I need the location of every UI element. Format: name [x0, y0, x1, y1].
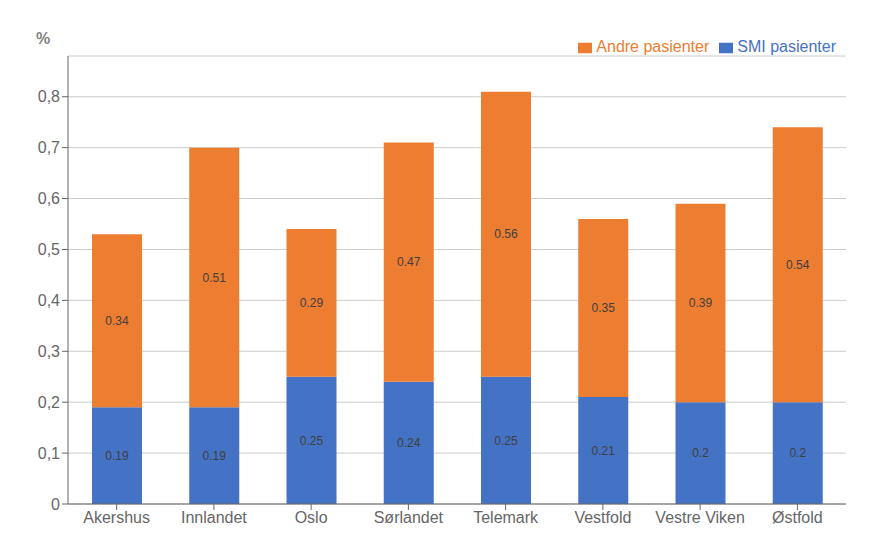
svg-text:%: % [36, 30, 50, 47]
svg-text:0,1: 0,1 [38, 445, 60, 462]
svg-text:0.19: 0.19 [203, 449, 227, 463]
svg-text:0.25: 0.25 [300, 434, 324, 448]
svg-text:Telemark: Telemark [473, 509, 539, 526]
svg-text:0,7: 0,7 [38, 139, 60, 156]
svg-text:0.56: 0.56 [494, 227, 518, 241]
html-text:Andre pasienter: Andre pasienter [596, 38, 710, 55]
svg-text:0,2: 0,2 [38, 394, 60, 411]
svg-text:0.29: 0.29 [300, 296, 324, 310]
svg-text:0.54: 0.54 [786, 258, 810, 272]
svg-text:Vestre Viken: Vestre Viken [655, 509, 745, 526]
svg-text:0.21: 0.21 [592, 444, 616, 458]
svg-text:0.24: 0.24 [397, 436, 421, 450]
svg-text:0.39: 0.39 [689, 296, 713, 310]
svg-text:Vestfold: Vestfold [574, 509, 631, 526]
svg-text:0.2: 0.2 [789, 446, 806, 460]
html-text:SMI pasienter: SMI pasienter [737, 38, 836, 55]
svg-text:0.35: 0.35 [592, 301, 616, 315]
svg-text:Akershus: Akershus [83, 509, 150, 526]
svg-text:0.2: 0.2 [692, 446, 709, 460]
svg-text:0: 0 [51, 496, 60, 513]
svg-text:0,6: 0,6 [38, 190, 60, 207]
svg-text:0.51: 0.51 [203, 271, 227, 285]
svg-text:0.19: 0.19 [105, 449, 129, 463]
svg-text:Oslo: Oslo [295, 509, 328, 526]
svg-text:0.34: 0.34 [105, 314, 129, 328]
svg-text:0,8: 0,8 [38, 88, 60, 105]
svg-text:0,3: 0,3 [38, 343, 60, 360]
svg-text:0,4: 0,4 [38, 292, 60, 309]
svg-text:Østfold: Østfold [772, 509, 823, 526]
svg-text:Sørlandet: Sørlandet [374, 509, 444, 526]
svg-text:0.25: 0.25 [494, 434, 518, 448]
svg-text:Innlandet: Innlandet [181, 509, 247, 526]
svg-text:0.47: 0.47 [397, 255, 421, 269]
svg-text:0,5: 0,5 [38, 241, 60, 258]
